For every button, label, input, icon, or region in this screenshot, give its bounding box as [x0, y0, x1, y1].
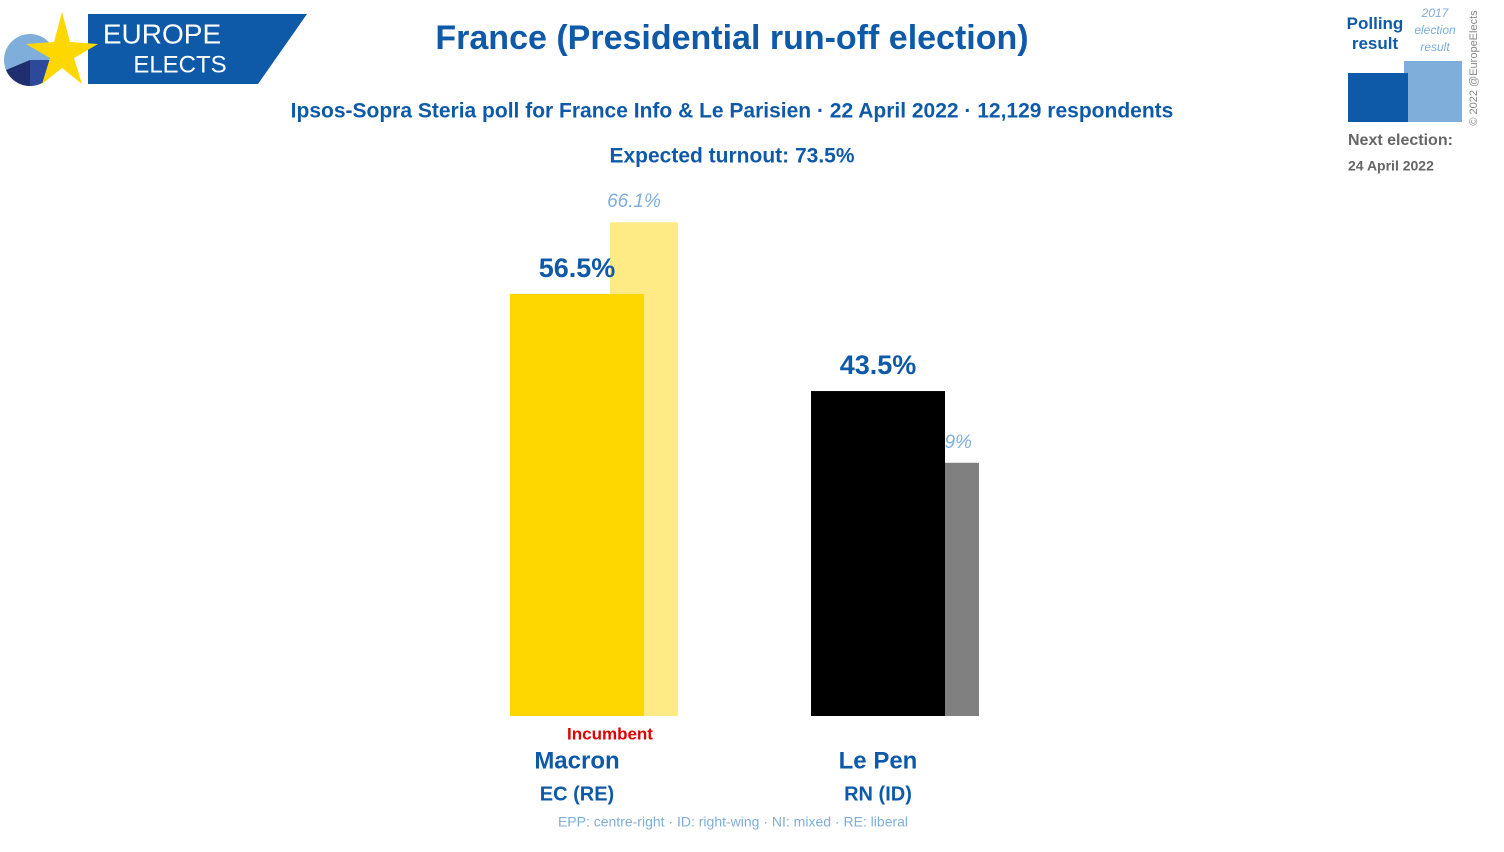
next-election-date: 24 April 2022	[1348, 158, 1434, 174]
value-label: 66.1%	[607, 191, 661, 212]
logo-text: EUROPE	[103, 18, 221, 49]
bar	[510, 293, 644, 716]
next-election-label: Next election:	[1348, 132, 1453, 149]
value-label: 43.5%	[840, 350, 917, 380]
logo-banner	[88, 14, 307, 84]
bar	[811, 391, 945, 716]
legend-label: Polling result	[1346, 14, 1404, 53]
footnote: EPP: centre-right · ID: right-wing · NI:…	[558, 814, 908, 830]
legend-swatch	[1404, 61, 1462, 122]
chart-subtitle: Ipsos-Sopra Steria poll for France Info …	[291, 100, 1174, 123]
logo-star	[26, 12, 98, 84]
legend-label: 2017 election result	[1414, 6, 1456, 54]
chart-title: France (Presidential run-off election)	[435, 19, 1028, 57]
logo-pie	[6, 60, 30, 86]
legend-swatch	[1348, 73, 1408, 122]
party-label: EC (RE)	[540, 783, 614, 805]
category-label: Le Pen	[839, 747, 918, 774]
party-label: RN (ID)	[844, 783, 912, 805]
logo-text: ELECTS	[133, 51, 226, 78]
copyright: © 2022 @EuropeElects	[1468, 10, 1480, 126]
category-label: Macron	[534, 747, 619, 774]
incumbent-label: Incumbent	[567, 724, 653, 743]
turnout: Expected turnout: 73.5%	[609, 145, 854, 168]
value-label: 56.5%	[539, 253, 616, 283]
